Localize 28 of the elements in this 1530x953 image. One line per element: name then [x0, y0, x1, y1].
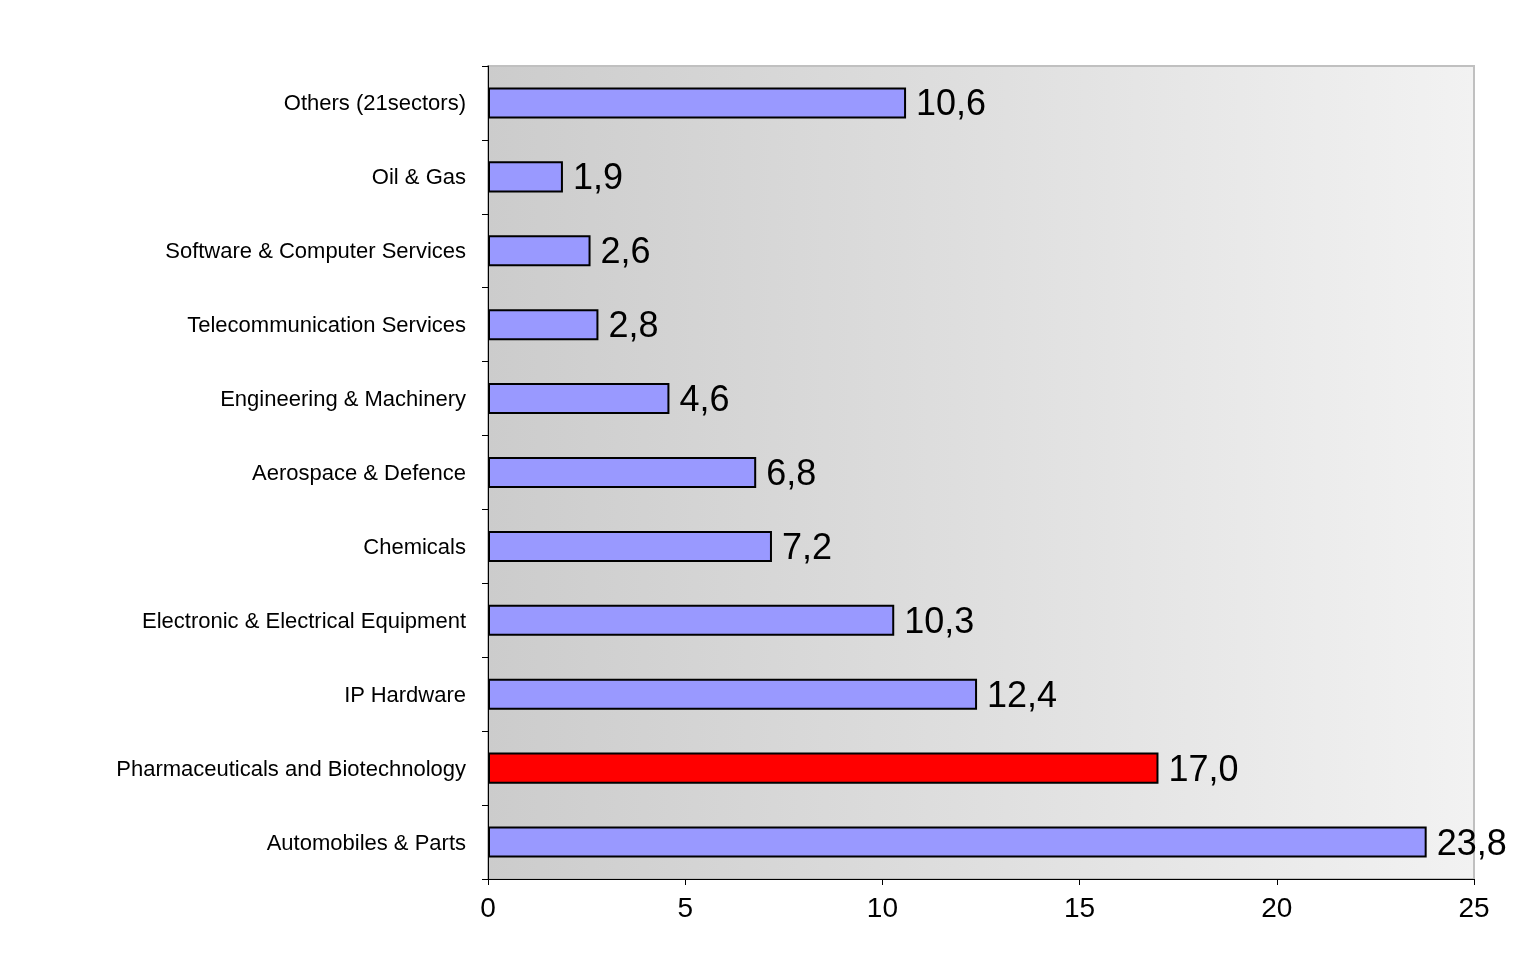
x-tick-label: 25: [1458, 891, 1490, 923]
y-tick-label: Software & Computer Services: [165, 238, 466, 264]
y-tick-label: IP Hardware: [344, 681, 466, 707]
x-tick-label: 15: [1064, 891, 1096, 923]
y-tick-label: Chemicals: [363, 533, 466, 559]
data-label: 17,0: [1168, 747, 1239, 789]
data-label: 10,3: [904, 599, 975, 641]
y-tick-label: Automobiles & Parts: [266, 829, 466, 855]
data-label: 10,6: [916, 82, 987, 124]
data-label: 12,4: [987, 673, 1058, 715]
data-label: 2,8: [608, 304, 659, 346]
y-tick-label: Aerospace & Defence: [251, 460, 466, 485]
data-label: 2,6: [600, 230, 651, 272]
data-label: 23,8: [1436, 821, 1507, 863]
x-tick-label: 10: [866, 891, 898, 923]
data-label: 6,8: [766, 452, 817, 493]
y-tick-label: Oil & Gas: [371, 164, 466, 190]
y-tick-label: Telecommunication Services: [187, 312, 466, 338]
x-tick-label: 0: [480, 891, 496, 923]
data-label: 7,2: [781, 525, 833, 567]
x-tick-label: 5: [677, 891, 693, 923]
y-tick-label: Others (21sectors): [283, 90, 466, 116]
data-label: 1,9: [572, 156, 623, 198]
y-tick-label: Engineering & Machinery: [220, 386, 466, 412]
data-label: 4,6: [679, 378, 730, 420]
y-tick-label: Electronic & Electrical Equipment: [141, 607, 466, 633]
y-tick-label: Pharmaceuticals and Biotechnology: [116, 755, 466, 781]
x-tick-label: 20: [1261, 891, 1293, 923]
